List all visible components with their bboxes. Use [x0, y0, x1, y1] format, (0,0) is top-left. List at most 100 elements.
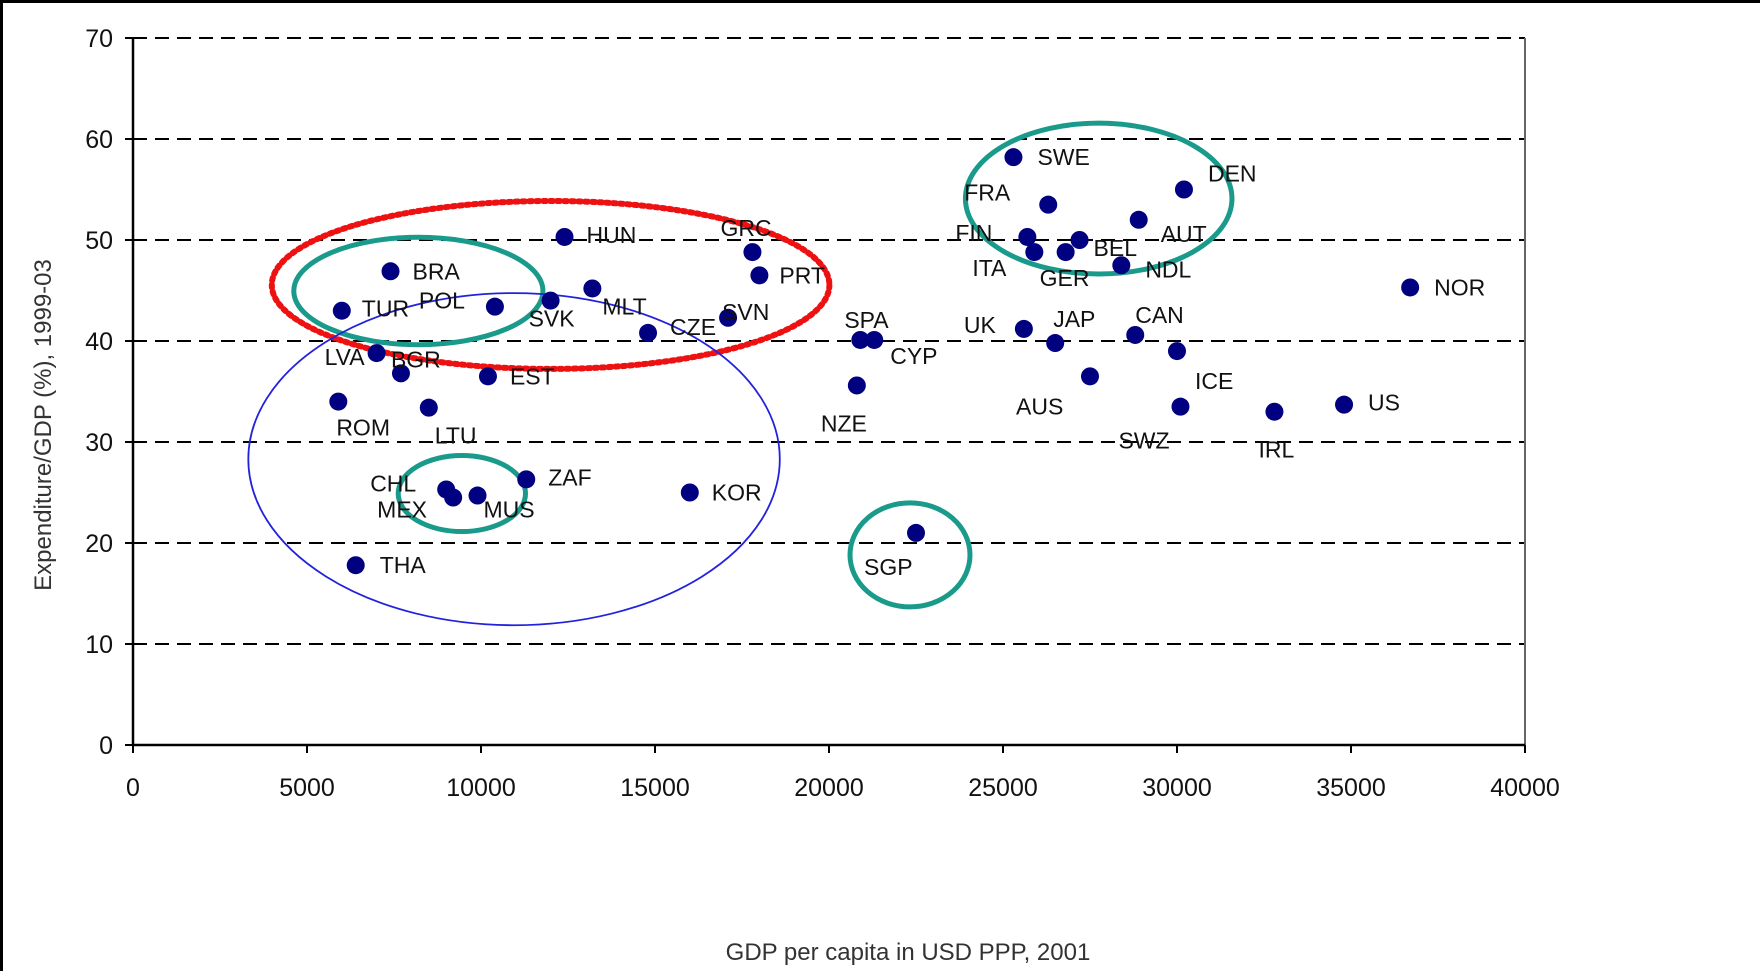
point-kor — [680, 483, 699, 502]
point-label-lva: LVA — [325, 344, 366, 370]
point-label-swz: SWZ — [1118, 428, 1169, 454]
annotation-ellipse-solid — [291, 234, 546, 348]
point-fra — [1039, 195, 1058, 214]
point-label-cyp: CYP — [890, 343, 937, 369]
y-tick-label: 60 — [85, 126, 113, 154]
point-nor — [1401, 278, 1420, 297]
point-label-nor: NOR — [1434, 274, 1485, 300]
y-tick-label: 40 — [85, 328, 113, 356]
annotation-ellipse-solid — [847, 500, 973, 610]
scatter-chart: 0 10 20 30 40 50 60 70 0 5000 10000 15000 20000 25000… — [30, 25, 1560, 966]
point-label-bgr: BGR — [391, 346, 441, 372]
x-tick-label: 15000 — [620, 774, 690, 802]
point-rom — [329, 392, 348, 411]
point-label-zaf: ZAF — [548, 464, 591, 490]
point-spa — [851, 330, 870, 349]
point-label-bra: BRA — [413, 258, 461, 284]
annotation-ellipse-solid — [395, 452, 529, 535]
point-can — [1126, 325, 1145, 344]
point-label-mus: MUS — [484, 497, 535, 523]
point-us — [1335, 395, 1354, 414]
x-tick-label: 25000 — [968, 774, 1038, 802]
point-label-uk: UK — [964, 312, 997, 338]
point-label-grc: GRC — [720, 215, 771, 241]
point-lva — [367, 344, 386, 363]
x-tick-label: 5000 — [279, 774, 335, 802]
y-axis-title: Expenditure/GDP (%), 1999-03 — [30, 259, 57, 591]
point-swz — [1171, 397, 1190, 416]
point-aus — [1081, 367, 1099, 386]
y-tick-label: 70 — [85, 25, 113, 53]
point-label-nze: NZE — [821, 410, 867, 436]
point-nze — [847, 376, 866, 395]
point-label-aut: AUT — [1161, 221, 1207, 247]
x-tick-label: 35000 — [1316, 774, 1386, 802]
point-label-tha: THA — [380, 552, 427, 578]
point-hun — [555, 227, 574, 246]
point-label-tur: TUR — [362, 296, 409, 322]
point-label-jap: JAP — [1053, 306, 1095, 332]
x-tick-label: 0 — [126, 774, 140, 802]
point-cyp — [865, 330, 884, 349]
point-aut — [1129, 210, 1148, 229]
point-bgr — [391, 364, 410, 383]
point-label-den: DEN — [1208, 161, 1257, 187]
point-label-rom: ROM — [336, 415, 390, 441]
point-ltu — [419, 398, 438, 417]
point-mus — [468, 486, 487, 505]
point-label-kor: KOR — [712, 480, 762, 506]
point-sgp — [907, 523, 925, 542]
point-svn — [719, 308, 738, 327]
x-tick-label: 40000 — [1490, 774, 1560, 802]
point-label-cze: CZE — [670, 314, 716, 340]
point-tha — [346, 556, 365, 575]
point-label-ice: ICE — [1195, 368, 1233, 394]
point-label-fra: FRA — [964, 180, 1011, 206]
point-jap — [1046, 334, 1065, 353]
y-tick-label: 10 — [85, 631, 113, 659]
point-label-ger: GER — [1040, 265, 1090, 291]
point-label-fin: FIN — [955, 220, 992, 246]
point-label-mex: MEX — [377, 497, 427, 523]
point-est — [478, 367, 497, 386]
point-label-sgp: SGP — [864, 554, 913, 580]
x-tick-label: 20000 — [794, 774, 864, 802]
point-label-can: CAN — [1135, 302, 1184, 328]
point-swe — [1004, 148, 1023, 167]
point-label-chl: CHL — [370, 470, 416, 496]
point-irl — [1265, 402, 1284, 421]
y-tick-label: 30 — [85, 429, 113, 457]
x-axis-title: GDP per capita in USD PPP, 2001 — [726, 939, 1091, 966]
y-tick-label: 20 — [85, 530, 113, 558]
data-points — [329, 148, 1420, 575]
point-ice — [1168, 342, 1186, 361]
point-label-aus: AUS — [1016, 393, 1063, 419]
point-mlt — [583, 279, 602, 298]
y-tick-label: 0 — [99, 732, 113, 760]
x-tick-label: 10000 — [446, 774, 516, 802]
point-prt — [750, 266, 769, 285]
point-ndl — [1112, 256, 1131, 275]
point-zaf — [517, 470, 536, 489]
point-cze — [639, 323, 658, 342]
point-label-bel: BEL — [1094, 235, 1138, 261]
point-label-prt: PRT — [779, 262, 825, 288]
point-label-swe: SWE — [1037, 144, 1089, 170]
annotation-ellipse-solid — [962, 120, 1235, 277]
point-label-pol: POL — [419, 288, 465, 314]
y-tick-label: 50 — [85, 227, 113, 255]
point-label-hun: HUN — [587, 222, 637, 248]
point-label-us: US — [1368, 390, 1400, 416]
point-uk — [1014, 319, 1033, 338]
point-den — [1174, 180, 1193, 199]
point-ita — [1025, 243, 1044, 262]
point-label-ita: ITA — [972, 255, 1007, 281]
x-tick-label: 30000 — [1142, 774, 1212, 802]
annotation-ellipses — [247, 120, 1235, 627]
point-bel — [1070, 231, 1089, 249]
point-label-ltu: LTU — [435, 423, 477, 449]
point-label-mlt: MLT — [602, 293, 646, 319]
annotation-ellipse-thin — [247, 292, 781, 627]
